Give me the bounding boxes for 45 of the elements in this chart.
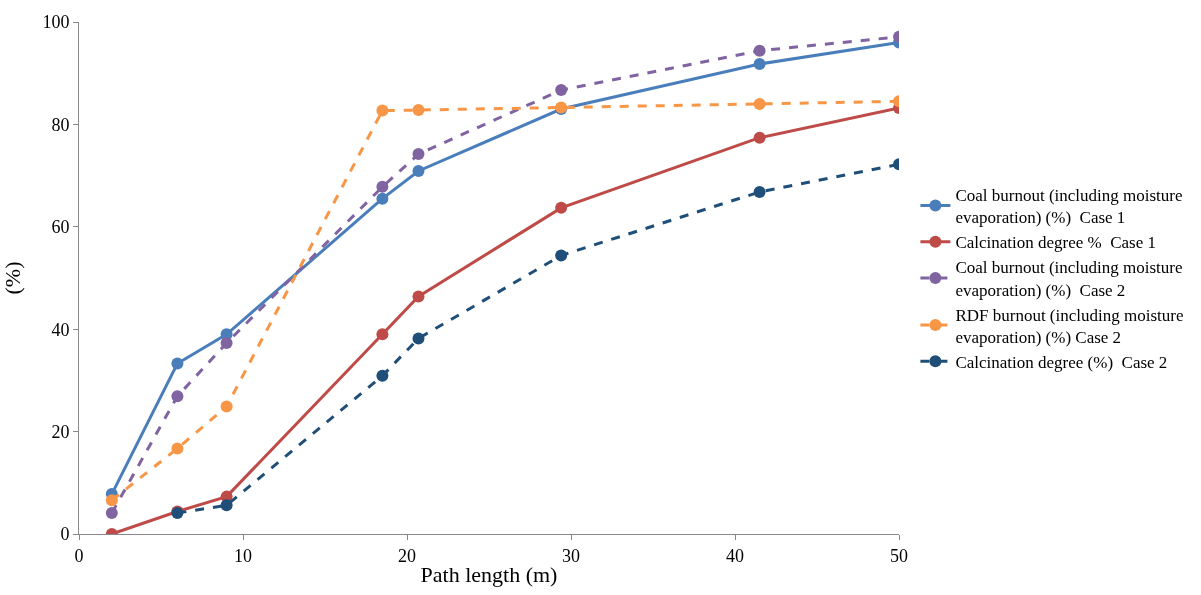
point xyxy=(376,192,389,205)
y-tick-label: 60 xyxy=(51,217,70,238)
x-tick-label: 0 xyxy=(74,545,84,566)
x-tick-label: 10 xyxy=(234,545,252,566)
point xyxy=(220,400,233,413)
x-axis-title: Path length (m) xyxy=(420,562,558,588)
point xyxy=(555,84,568,97)
point xyxy=(753,44,766,57)
y-tick-label: 80 xyxy=(51,114,70,135)
y-tick-label: 40 xyxy=(51,319,70,340)
point xyxy=(412,104,425,117)
point xyxy=(220,337,233,350)
point xyxy=(753,57,766,70)
legend-label: RDF burnout (including moisture evaporation) (%) Case 2 xyxy=(955,305,1184,347)
x-tick-label: 30 xyxy=(562,545,580,566)
point xyxy=(376,180,389,193)
point xyxy=(555,201,568,214)
point xyxy=(753,131,766,144)
point xyxy=(412,332,425,345)
point xyxy=(412,164,425,177)
point xyxy=(171,357,184,370)
x-tick-label: 50 xyxy=(890,545,908,566)
y-tick-label: 100 xyxy=(42,12,70,33)
x-tick-label: 40 xyxy=(726,545,744,566)
point xyxy=(376,369,389,382)
x-tick-label: 20 xyxy=(398,545,416,566)
legend-label: Calcination degree % Case 1 xyxy=(955,233,1157,253)
legend-label: Coal burnout (including moisture evaporation) (%) Case 2 xyxy=(955,258,1183,300)
point xyxy=(376,328,389,341)
y-axis-title: (%) xyxy=(0,261,26,295)
y-tick-label: 0 xyxy=(60,524,70,545)
point xyxy=(412,290,425,303)
legend-label: Coal burnout (including moisture evaporation) (%) Case 1 xyxy=(955,186,1183,228)
point xyxy=(105,494,118,507)
point xyxy=(105,507,118,519)
point xyxy=(753,185,766,198)
point xyxy=(412,148,425,161)
point xyxy=(376,104,389,117)
point xyxy=(171,390,184,403)
point xyxy=(220,499,233,512)
y-tick-label: 20 xyxy=(51,421,70,442)
point xyxy=(555,249,568,262)
point xyxy=(171,442,184,455)
point xyxy=(753,97,766,110)
legend-label: Calcination degree (%) Case 2 xyxy=(955,352,1168,372)
